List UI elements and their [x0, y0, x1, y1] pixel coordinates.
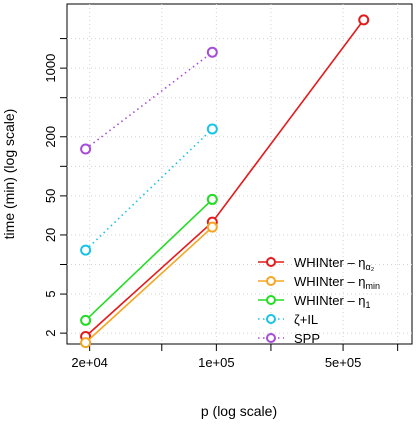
y-axis: 2 5 20 50 200 1000 — [43, 38, 67, 337]
legend-item-1: WHINter – ηmin — [258, 274, 380, 291]
legend: WHINter – ηα₂ WHINter – ηmin WHINter – η1 ζ… — [258, 255, 380, 346]
legend-label: ζ+IL — [294, 312, 318, 327]
y-tick-label: 200 — [43, 126, 58, 148]
x-tick-label: 2e+04 — [71, 355, 108, 370]
legend-swatch-marker — [266, 333, 276, 343]
legend-label: WHINter – ηmin — [294, 274, 380, 291]
legend-item-0: WHINter – ηα₂ — [258, 255, 375, 272]
data-point — [80, 314, 92, 326]
legend-swatch-marker — [266, 276, 276, 286]
plot-frame — [66, 3, 413, 345]
y-tick-label: 50 — [43, 189, 58, 203]
legend-item-4: SPP — [258, 331, 320, 346]
legend-label: SPP — [294, 331, 320, 346]
y-tick-label: 20 — [43, 228, 58, 242]
series-layer — [80, 14, 370, 349]
data-point — [80, 337, 92, 349]
grid — [67, 4, 412, 344]
legend-swatch-marker — [266, 257, 276, 267]
series-line — [85, 226, 213, 344]
series-1 — [80, 221, 218, 349]
series-line — [85, 19, 365, 338]
y-tick-label: 1000 — [43, 54, 58, 83]
x-tick-label: 5e+05 — [325, 355, 362, 370]
legend-swatch-marker — [266, 314, 276, 324]
series-line — [85, 128, 213, 251]
legend-swatch-marker — [266, 295, 276, 305]
y-axis-title: time (min) (log scale) — [1, 109, 17, 240]
data-point — [206, 193, 218, 205]
y-tick-label: 2 — [43, 330, 58, 337]
data-point — [80, 143, 92, 155]
x-tick-label: 1e+05 — [198, 355, 235, 370]
data-point — [206, 46, 218, 58]
series-line — [85, 51, 213, 150]
legend-item-2: WHINter – η1 — [258, 293, 371, 310]
legend-item-3: ζ+IL — [258, 312, 318, 327]
series-2 — [80, 193, 218, 326]
data-point — [206, 221, 218, 233]
series-4 — [80, 46, 218, 155]
series-3 — [80, 123, 218, 256]
data-point — [358, 14, 370, 26]
x-axis: 2e+04 1e+05 5e+05 — [71, 344, 399, 370]
data-point — [80, 244, 92, 256]
legend-label: WHINter – η1 — [294, 293, 371, 310]
series-line — [85, 198, 213, 321]
legend-label: WHINter – ηα₂ — [294, 255, 375, 272]
y-tick-label: 5 — [43, 290, 58, 297]
data-point — [206, 123, 218, 135]
x-axis-title: p (log scale) — [201, 403, 277, 419]
